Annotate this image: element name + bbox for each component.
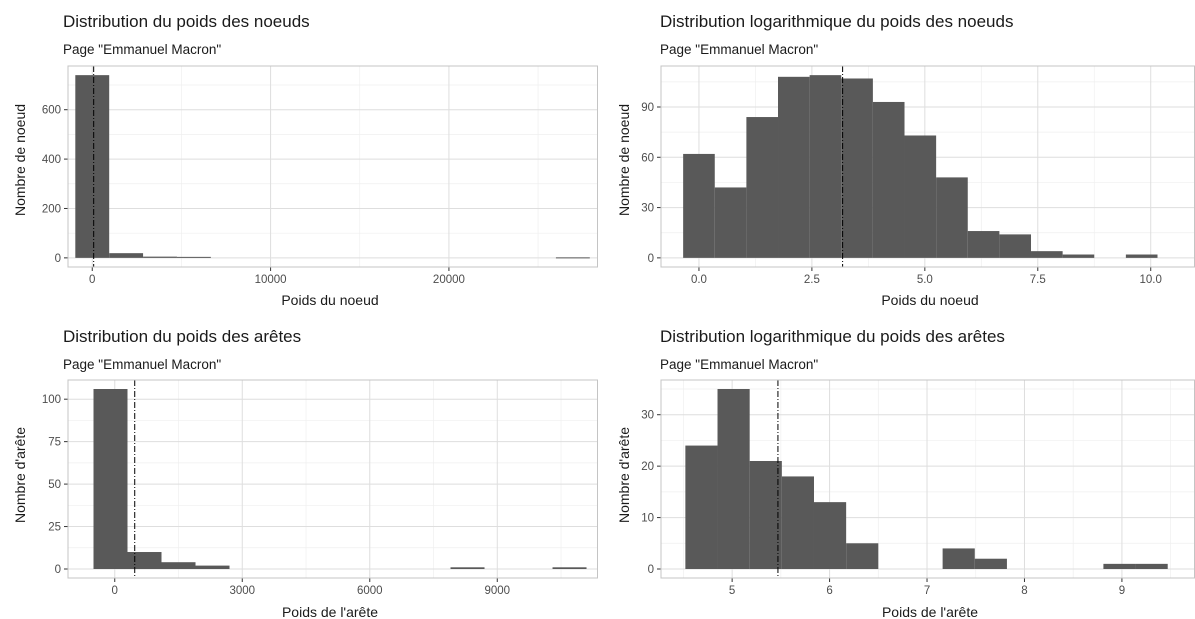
y-tick-label: 75 <box>48 437 61 449</box>
histogram-bar <box>717 389 750 569</box>
histogram-bar <box>749 461 782 569</box>
y-axis-title: Nombre d'arête <box>12 427 28 523</box>
histogram-bar <box>1125 254 1158 258</box>
histogram-bar <box>999 234 1032 258</box>
histogram-bar <box>781 476 814 569</box>
chart-subtitle: Page "Emmanuel Macron" <box>63 42 221 57</box>
histogram-bar <box>685 445 718 569</box>
x-tick-label: 0 <box>112 585 118 597</box>
x-tick-label: 5.0 <box>917 274 933 286</box>
chart-node-weight: 0 10000 20000 0 200 400 600 Distribution du poi… <box>12 12 598 308</box>
panel-border <box>67 379 598 579</box>
chart-subtitle: Page "Emmanuel Macron" <box>660 357 818 372</box>
y-tick-label: 0 <box>648 253 654 265</box>
histogram-bar <box>974 558 1007 569</box>
x-axis-title: Poids de l'arête <box>882 604 978 619</box>
x-tick-label: 0 <box>89 274 95 286</box>
histogram-bar <box>143 256 177 258</box>
x-axis-title: Poids de l'arête <box>282 604 378 619</box>
chart-title: Distribution logarithmique du poids des … <box>660 327 1005 346</box>
x-tick-label: 9 <box>1119 585 1125 597</box>
histogram-bar <box>1031 251 1063 258</box>
y-tick-label: 20 <box>641 461 654 473</box>
x-tick-label: 10000 <box>255 274 287 286</box>
histogram-bar <box>904 135 937 258</box>
histogram-bar <box>127 552 162 569</box>
y-tick-label: 50 <box>48 479 61 491</box>
histogram-bar <box>746 117 779 258</box>
chart-title: Distribution logarithmique du poids des … <box>660 12 1013 31</box>
histogram-bar <box>552 567 587 569</box>
histogram-bar <box>872 101 905 258</box>
x-tick-label: 2.5 <box>804 274 820 286</box>
histogram-bar <box>841 78 873 258</box>
histogram-bar <box>813 502 847 569</box>
panel-border <box>67 65 598 268</box>
histogram-bar <box>109 253 144 258</box>
chart-title: Distribution du poids des arêtes <box>63 327 301 346</box>
y-tick-label: 30 <box>641 203 654 215</box>
histogram-bar <box>1062 254 1095 258</box>
y-tick-label: 100 <box>42 394 61 406</box>
histogram-bar <box>1103 563 1136 569</box>
y-tick-label: 30 <box>641 410 654 422</box>
chart-log-edge-weight: 5 6 7 8 9 0 10 20 30 Distribution logarithmique d… <box>616 327 1195 619</box>
histogram-bar <box>683 153 715 258</box>
chart-edge-weight: 0 3000 6000 9000 0 25 50 75 100 Distribution du p… <box>12 327 598 619</box>
histogram-bar <box>936 177 968 258</box>
chart-title: Distribution du poids des noeuds <box>63 12 310 31</box>
y-tick-label: 90 <box>641 102 654 114</box>
histogram-bar <box>75 75 110 258</box>
histogram-bar <box>450 567 485 569</box>
x-tick-label: 10.0 <box>1140 274 1162 286</box>
x-tick-label: 7 <box>924 585 930 597</box>
histogram-bar <box>778 76 810 258</box>
chart-subtitle: Page "Emmanuel Macron" <box>63 357 221 372</box>
x-tick-label: 3000 <box>229 585 255 597</box>
y-tick-label: 25 <box>48 522 61 534</box>
histogram-bar <box>161 562 196 569</box>
histogram-bar <box>714 187 747 258</box>
x-tick-label: 0.0 <box>691 274 707 286</box>
chart-log-node-weight: 0.0 2.5 5.0 7.5 10.0 0 30 60 90 Distribution loga… <box>616 12 1195 308</box>
y-axis-title: Nombre de noeud <box>12 104 28 216</box>
histogram-bar <box>176 256 211 258</box>
histogram-bar <box>1135 563 1168 569</box>
x-axis-title: Poids du noeud <box>881 292 978 308</box>
histogram-bar <box>809 75 842 258</box>
y-tick-label: 600 <box>42 105 61 117</box>
x-tick-label: 5 <box>729 585 735 597</box>
histogram-bar <box>967 231 1000 258</box>
y-tick-label: 10 <box>641 513 654 525</box>
histogram-bar <box>942 548 975 569</box>
x-tick-label: 8 <box>1021 585 1027 597</box>
histogram-bar <box>846 543 879 569</box>
y-tick-label: 200 <box>42 203 61 215</box>
histogram-bar <box>555 257 590 259</box>
x-tick-label: 9000 <box>484 585 510 597</box>
histogram-bar <box>93 389 128 569</box>
y-tick-label: 0 <box>55 564 61 576</box>
y-tick-label: 0 <box>55 253 61 265</box>
chart-subtitle: Page "Emmanuel Macron" <box>660 42 818 57</box>
y-tick-label: 60 <box>641 152 654 164</box>
x-tick-label: 6000 <box>357 585 383 597</box>
y-tick-label: 400 <box>42 154 61 166</box>
y-tick-label: 0 <box>648 564 654 576</box>
x-tick-label: 6 <box>826 585 832 597</box>
x-tick-label: 20000 <box>433 274 465 286</box>
y-axis-title: Nombre d'arête <box>616 427 632 523</box>
histogram-bar <box>195 565 230 569</box>
y-axis-title: Nombre de noeud <box>616 104 632 216</box>
x-tick-label: 7.5 <box>1030 274 1046 286</box>
x-axis-title: Poids du noeud <box>281 292 378 308</box>
